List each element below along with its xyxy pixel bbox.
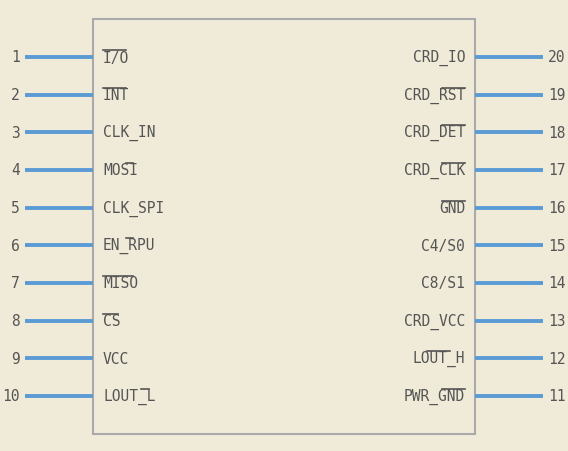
Text: LOUT_L: LOUT_L [103, 388, 156, 404]
Text: GND: GND [438, 201, 465, 216]
Text: 18: 18 [548, 125, 566, 141]
Text: LOUT_H: LOUT_H [412, 350, 465, 367]
Text: EN_RPU: EN_RPU [103, 238, 156, 254]
Text: CLK_IN: CLK_IN [103, 125, 156, 141]
Text: C8/S1: C8/S1 [421, 276, 465, 291]
Text: I/O: I/O [103, 51, 130, 65]
Text: CRD_CLK: CRD_CLK [404, 162, 465, 179]
Bar [93, 20, 475, 434]
Text: CRD_IO: CRD_IO [412, 50, 465, 66]
Text: 3: 3 [11, 125, 20, 141]
Text: 9: 9 [11, 351, 20, 366]
Text: 10: 10 [2, 389, 20, 404]
Text: 19: 19 [548, 88, 566, 103]
Text: CRD_VCC: CRD_VCC [404, 313, 465, 329]
Text: 8: 8 [11, 313, 20, 328]
Text: MOSI: MOSI [103, 163, 138, 178]
Text: 17: 17 [548, 163, 566, 178]
Text: 5: 5 [11, 201, 20, 216]
Text: 2: 2 [11, 88, 20, 103]
Text: 1: 1 [11, 51, 20, 65]
Text: PWR_GND: PWR_GND [404, 388, 465, 404]
Text: CRD_DET: CRD_DET [404, 125, 465, 141]
Text: MISO: MISO [103, 276, 138, 291]
Text: 11: 11 [548, 389, 566, 404]
Text: 14: 14 [548, 276, 566, 291]
Text: CRD_RST: CRD_RST [404, 87, 465, 104]
Text: 20: 20 [548, 51, 566, 65]
Text: 16: 16 [548, 201, 566, 216]
Text: 15: 15 [548, 238, 566, 253]
Text: 6: 6 [11, 238, 20, 253]
Text: 4: 4 [11, 163, 20, 178]
Text: INT: INT [103, 88, 130, 103]
Text: CS: CS [103, 313, 120, 328]
Text: 12: 12 [548, 351, 566, 366]
Text: C4/S0: C4/S0 [421, 238, 465, 253]
Text: 7: 7 [11, 276, 20, 291]
Text: 13: 13 [548, 313, 566, 328]
Text: VCC: VCC [103, 351, 130, 366]
Text: CLK_SPI: CLK_SPI [103, 200, 164, 216]
